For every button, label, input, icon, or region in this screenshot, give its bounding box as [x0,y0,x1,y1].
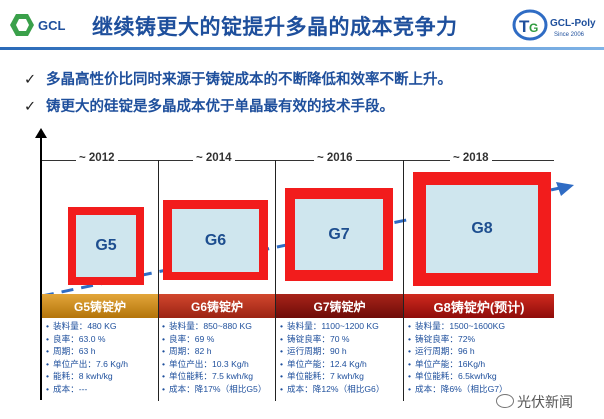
spec-item: • 铸锭良率：72% [408,333,476,344]
spec-text: 装料量：1500~1600KG [415,321,506,331]
watermark-text: 光伏新闻 [517,394,573,410]
year-label: ~ 2018 [450,152,492,164]
ingot-g6: G6 [172,209,259,272]
spec-list-g6: • 装料量：850~880 KG • 良率：69 % • 周期：82 h • 单位产出：… [162,320,266,395]
bullet-text: 铸更大的硅锭是多晶成本优于单晶最有效的技术手段。 [46,99,394,115]
column-divider [158,160,159,401]
gcl-poly-logo-text: GCL-Poly [550,18,596,29]
spec-text: 单位产出：7.6 Kg/h [53,358,128,369]
y-axis-arrow-icon [35,128,47,138]
spec-text: 能耗：8 kwh/kg [53,371,113,381]
ingot-g5: G5 [76,215,136,277]
check-icon: ✓ [24,99,37,115]
furnace-label: G6铸锭炉 [190,299,243,314]
check-icon: ✓ [24,72,37,88]
year-label: ~ 2016 [314,152,356,164]
spec-item: • 装料量：1100~1200 KG [280,321,379,331]
spec-item: • 能耗：8 kwh/kg [46,371,113,381]
furnace-band-g7: G7铸锭炉 [276,294,403,318]
spec-text: 单位能耗：6.5kwh/kg [415,371,497,381]
spec-list-g5: • 装料量：480 KG • 良率：63.0 % • 周期：63 h • 单位产出：7.… [46,320,128,395]
column-divider [403,160,404,401]
spec-text: 单位产出：10.3 Kg/h [169,358,249,369]
furnace-label: G8铸锭炉(预计) [433,299,525,315]
page-title: 继续铸更大的锭提升多晶的成本竞争力 [92,16,458,39]
spec-item: • 良率：63.0 % [46,333,106,344]
spec-text: 铸锭良率：70 % [287,333,350,344]
spec-text: 单位产能：16Kg/h [415,358,486,369]
furnace-band-g6: G6铸锭炉 [159,294,275,318]
furnace-band-g5: G5铸锭炉 [42,294,158,318]
spec-item: • 周期：82 h [162,346,212,356]
spec-item: • 运行周期：90 h [280,346,347,356]
spec-text: 装料量：850~880 KG [169,321,252,331]
ingot-g8: G8 [426,185,538,273]
column-divider [275,160,276,401]
spec-item: • 单位能耗：7 kwh/kg [280,371,364,381]
ingot-label: G7 [328,225,350,243]
spec-item: • 装料量：1500~1600KG [408,321,506,331]
spec-text: 周期：82 h [169,346,212,356]
spec-item: • 良率：69 % [162,333,215,344]
bullet-item: ✓ 铸更大的硅锭是多晶成本优于单晶最有效的技术手段。 [24,95,394,116]
y-axis [40,136,42,400]
furnace-label: G7铸锭炉 [313,299,366,314]
spec-item: • 装料量：850~880 KG [162,321,252,331]
spec-item: • 运行周期：96 h [408,346,475,356]
spec-text: 单位能耗：7.5 kwh/kg [169,371,254,381]
spec-text: 成本：降17%（相比G5） [169,383,267,394]
spec-text: 运行周期：90 h [287,346,347,356]
gcl-poly-logo-sub: Since 2006 [554,32,585,38]
spec-item: • 单位产能：16Kg/h [408,358,486,369]
spec-item: • 成本：降17%（相比G5） [162,383,267,394]
gcl-logo-text: GCL [38,18,66,33]
watermark: 光伏新闻 [496,392,573,412]
gcl-poly-logo-icon: T G GCL-Poly Since 2006 [512,9,596,41]
spec-item: • 单位产出：10.3 Kg/h [162,358,249,369]
bullet-text: 多晶高性价比同时来源于铸锭成本的不断降低和效率不断上升。 [46,72,452,88]
spec-list-g7: • 装料量：1100~1200 KG • 铸锭良率：70 % • 运行周期：90 h … [280,320,384,395]
spec-text: 成本：降12%（相比G6） [287,383,385,394]
spec-item: • 单位产能：12.4 Kg/h [280,358,367,369]
ingot-label: G6 [204,231,227,249]
spec-text: 单位能耗：7 kwh/kg [287,371,364,381]
ingot-label: G8 [471,220,493,237]
spec-item: • 单位产出：7.6 Kg/h [46,358,128,369]
spec-list-g8: • 装料量：1500~1600KG • 铸锭良率：72% • 运行周期：96 h • 单… [408,320,508,395]
furnace-band-g8: G8铸锭炉(预计) [404,294,554,318]
spec-text: 成本：降6%（相比G7） [415,383,508,394]
spec-text: 成本：--- [53,383,88,394]
year-label: ~ 2012 [76,152,118,164]
bullet-item: ✓ 多晶高性价比同时来源于铸锭成本的不断降低和效率不断上升。 [24,68,452,89]
spec-text: 装料量：1100~1200 KG [287,321,379,331]
spec-item: • 铸锭良率：70 % [280,333,350,344]
svg-text:T: T [519,17,530,36]
spec-item: • 单位能耗：6.5kwh/kg [408,371,497,381]
header-divider [0,47,604,50]
spec-item: • 成本：降6%（相比G7） [408,383,508,394]
spec-item: • 周期：63 h [46,346,96,356]
ingot-g7: G7 [295,199,383,270]
ingot-label: G5 [95,237,117,254]
spec-text: 单位产能：12.4 Kg/h [287,358,367,369]
spec-item: • 装料量：480 KG [46,321,117,331]
year-label: ~ 2014 [193,152,235,164]
spec-text: 周期：63 h [53,346,96,356]
spec-text: 良率：69 % [169,333,215,344]
spec-text: 装料量：480 KG [53,321,117,331]
wechat-icon [496,394,514,408]
svg-text:G: G [529,21,538,35]
spec-text: 良率：63.0 % [53,333,106,344]
spec-text: 铸锭良率：72% [415,333,476,344]
gcl-logo-icon: GCL [10,14,66,36]
header: GCL 继续铸更大的锭提升多晶的成本竞争力 T G GCL-Poly Since… [0,0,604,50]
furnace-label: G5铸锭炉 [73,299,126,314]
spec-text: 运行周期：96 h [415,346,475,356]
spec-item: • 成本：--- [46,383,88,394]
spec-item: • 成本：降12%（相比G6） [280,383,385,394]
spec-item: • 单位能耗：7.5 kwh/kg [162,371,254,381]
